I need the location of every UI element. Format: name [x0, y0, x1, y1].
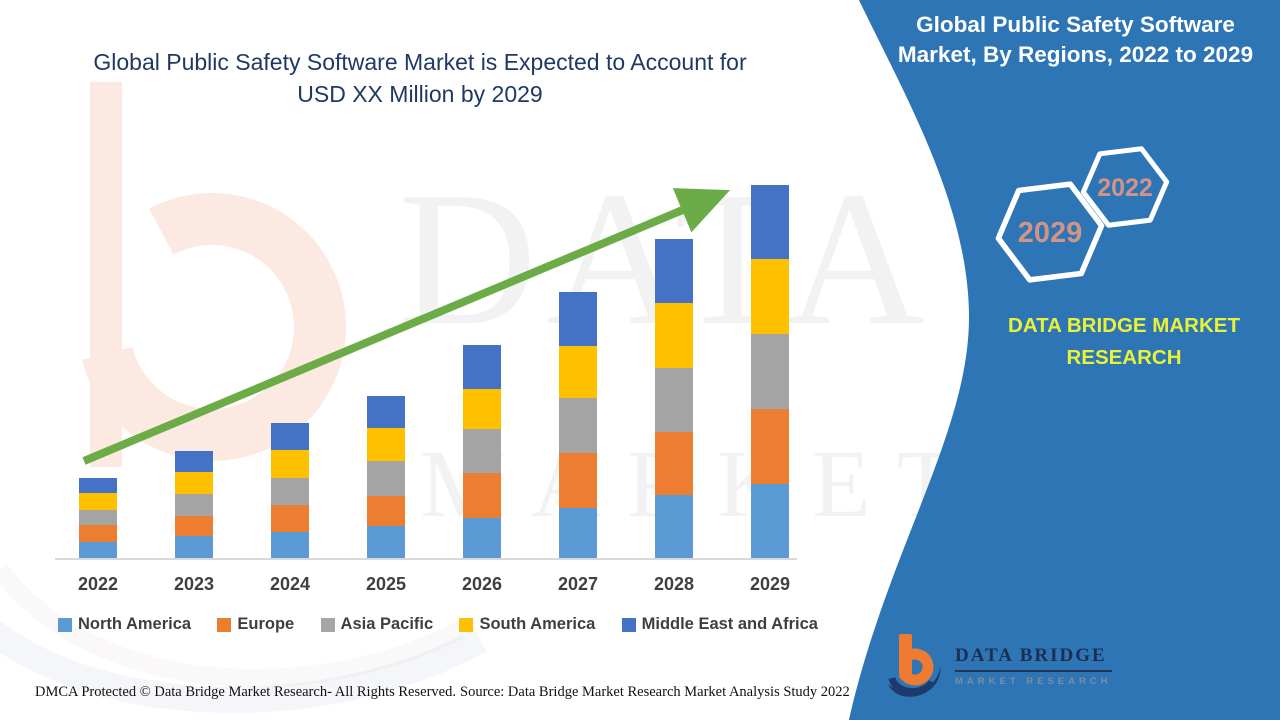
- bar-segment: [751, 409, 789, 484]
- bar-segment: [559, 346, 597, 398]
- bar-segment: [751, 259, 789, 334]
- bar-segment: [463, 518, 501, 558]
- legend-label: Asia Pacific: [340, 615, 434, 633]
- footer-dmca-text: DMCA Protected © Data Bridge Market Rese…: [35, 684, 456, 700]
- x-axis-label-2024: 2024: [269, 574, 311, 594]
- bar-segment: [463, 345, 501, 389]
- x-axis-label-2028: 2028: [653, 574, 695, 594]
- bar-segment: [271, 423, 309, 450]
- logo-brand-name: DATA BRIDGE: [955, 645, 1112, 672]
- bar-segment: [655, 432, 693, 495]
- legend-item: South America: [459, 615, 595, 634]
- bar-segment: [367, 496, 405, 526]
- legend-swatch: [621, 617, 636, 632]
- bar-segment: [175, 451, 213, 472]
- bar-segment: [559, 508, 597, 558]
- bar-segment: [751, 484, 789, 558]
- side-panel-heading: Global Public Safety Software Market, By…: [897, 12, 1254, 67]
- x-axis-label-2023: 2023: [173, 574, 215, 594]
- bar-segment: [271, 532, 309, 558]
- watermark-b-logo: [77, 82, 346, 467]
- logo-tagline: MARKET RESEARCH: [955, 676, 1112, 687]
- x-axis-label-2022: 2022: [77, 574, 119, 594]
- stacked-bar-2026: [463, 345, 501, 558]
- legend-item: Middle East and Africa: [621, 615, 818, 634]
- bar-segment: [175, 516, 213, 536]
- x-axis-line: [55, 558, 797, 560]
- bar-segment: [367, 396, 405, 428]
- chart-title: Global Public Safety Software Market is …: [93, 49, 747, 107]
- legend-swatch: [320, 617, 335, 632]
- watermark-market-research-text: MARKET RESEARCH: [420, 430, 1280, 537]
- bar-segment: [271, 478, 309, 505]
- legend-swatch: [58, 617, 72, 632]
- stacked-bar-2029: [751, 185, 789, 558]
- badge-2022-label: 2022: [1097, 174, 1153, 202]
- legend-item: North America: [58, 615, 191, 634]
- bar-segment: [79, 493, 117, 510]
- panel-brand-caption: DATA BRIDGE MARKET RESEARCH: [1008, 314, 1240, 369]
- bar-segment: [559, 292, 597, 346]
- bar-segment: [79, 525, 117, 542]
- databridge-logo-mark: [888, 634, 941, 697]
- bar-segment: [175, 536, 213, 558]
- bar-segment: [655, 495, 693, 558]
- footer-source-text: Source: Data Bridge Market Research Mark…: [460, 684, 850, 700]
- badge-2029-hexagon: [995, 181, 1105, 283]
- bar-segment: [655, 368, 693, 432]
- bar-segment: [559, 398, 597, 453]
- x-axis-label-2026: 2026: [461, 574, 503, 594]
- bar-segment: [367, 526, 405, 558]
- databridge-logo-text: DATA BRIDGE MARKET RESEARCH: [955, 645, 1112, 687]
- stacked-bar-2023: [175, 451, 213, 558]
- stacked-bar-2022: [79, 478, 117, 558]
- legend-swatch: [217, 617, 232, 632]
- bar-segment: [463, 429, 501, 473]
- legend-item: Europe: [217, 615, 294, 634]
- legend-item: Asia Pacific: [320, 615, 434, 634]
- stacked-bar-2024: [271, 423, 309, 558]
- badge-2022-hexagon: [1080, 146, 1170, 228]
- x-axis-label-2025: 2025: [365, 574, 407, 594]
- databridge-logo: DATA BRIDGE MARKET RESEARCH: [885, 634, 1112, 698]
- bar-segment: [367, 461, 405, 496]
- bar-segment: [463, 389, 501, 429]
- bar-segment: [79, 510, 117, 525]
- legend-label: Europe: [237, 615, 295, 633]
- bar-segment: [271, 505, 309, 532]
- legend-swatch: [459, 617, 474, 632]
- legend-label: South America: [479, 615, 596, 633]
- legend-label: North America: [78, 615, 192, 633]
- stacked-bar-2028: [655, 239, 693, 558]
- bar-segment: [655, 303, 693, 368]
- chart-legend: North America Europe Asia Pacific South Ame…: [58, 615, 818, 634]
- bar-segment: [559, 453, 597, 508]
- stacked-bar-2027: [559, 292, 597, 558]
- bar-segment: [175, 494, 213, 516]
- badge-2029-label: 2029: [1018, 217, 1083, 249]
- bar-segment: [271, 450, 309, 478]
- bar-segment: [79, 478, 117, 493]
- legend-label: Middle East and Africa: [641, 615, 818, 633]
- bar-segment: [79, 542, 117, 558]
- bar-segment: [751, 334, 789, 409]
- bar-segment: [463, 473, 501, 518]
- bar-segment: [751, 185, 789, 259]
- bar-segment: [655, 239, 693, 303]
- x-axis-label-2027: 2027: [557, 574, 599, 594]
- x-axis-label-2029: 2029: [749, 574, 791, 594]
- stacked-bar-2025: [367, 396, 405, 558]
- bar-segment: [175, 472, 213, 494]
- bar-segment: [367, 428, 405, 461]
